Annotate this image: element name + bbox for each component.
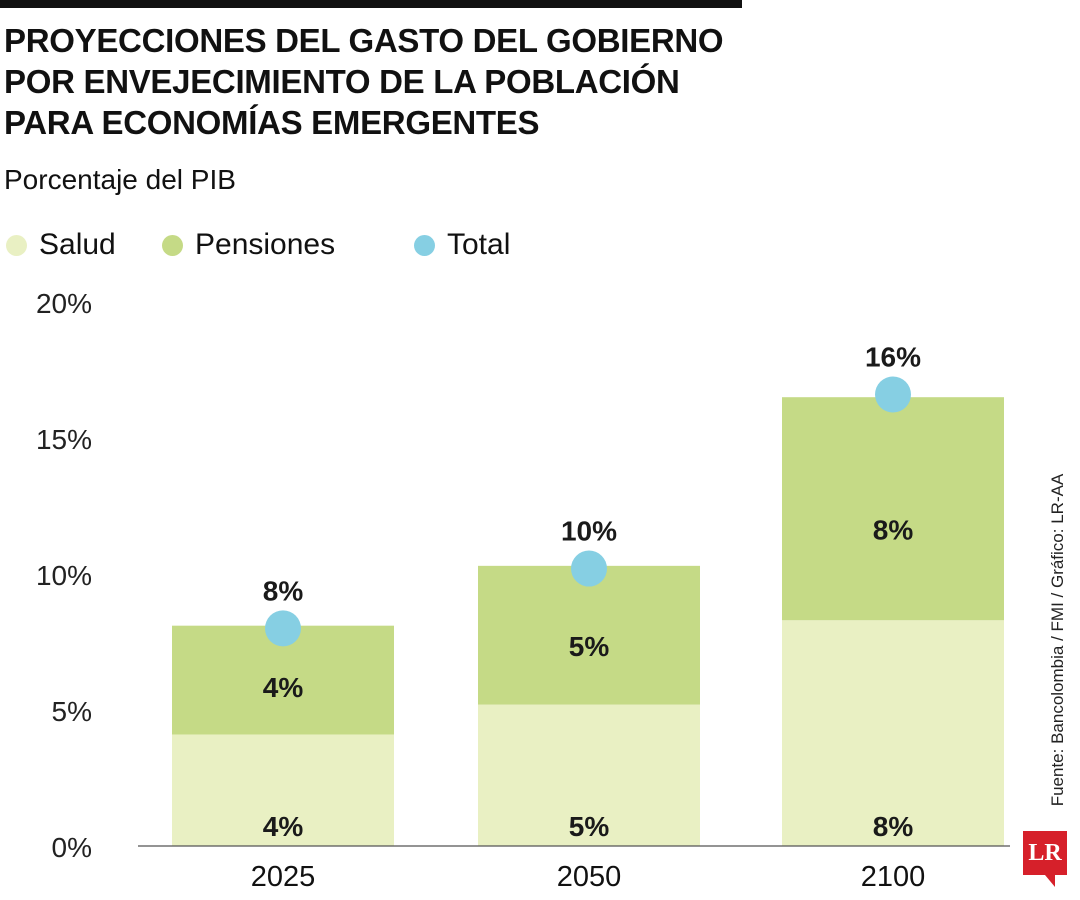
bar-salud-2050	[478, 704, 700, 846]
legend-item-pensiones: Pensiones	[162, 226, 335, 264]
data-label-pensiones-2100: 8%	[873, 514, 914, 545]
bar-pensiones-2050	[478, 565, 700, 705]
data-label-salud-2025: 4%	[263, 811, 304, 842]
lr-logo: LR	[1023, 831, 1067, 875]
legend-swatch-salud	[6, 234, 27, 256]
data-label-pensiones-2025: 4%	[263, 672, 304, 703]
legend-item-salud: Salud	[6, 226, 116, 264]
y-tick-label-4: 20%	[36, 288, 92, 319]
legend-swatch-total	[414, 234, 435, 256]
legend-label-total: Total	[447, 228, 511, 261]
lr-logo-tail	[1045, 875, 1055, 887]
data-label-salud-2050: 5%	[569, 811, 610, 842]
y-tick-label-2: 10%	[36, 560, 92, 591]
chart-subtitle: Porcentaje del PIB	[4, 164, 236, 195]
bar-salud-2100	[782, 620, 1004, 846]
x-tick-label-2100: 2100	[861, 861, 926, 893]
total-point-2100	[875, 376, 911, 413]
y-tick-label-1: 5%	[52, 696, 92, 727]
chart-title-line-2: POR ENVEJECIMIENTO DE LA POBLACIÓN	[4, 63, 680, 100]
top-rule	[0, 0, 742, 8]
y-tick-label-3: 15%	[36, 424, 92, 455]
bar-pensiones-2100	[782, 397, 1004, 621]
bar-salud-2025	[172, 734, 394, 846]
total-point-2050	[571, 550, 607, 587]
legend-label-salud: Salud	[39, 228, 116, 261]
total-point-2025	[265, 610, 301, 647]
legend-item-total: Total	[414, 226, 510, 264]
source-note: Fuente: Bancolombia / FMI / Gráfico: LR-…	[1048, 473, 1067, 807]
total-label-2025: 8%	[263, 575, 304, 606]
chart-title-line-3: PARA ECONOMÍAS EMERGENTES	[4, 104, 540, 141]
data-label-pensiones-2050: 5%	[569, 631, 610, 662]
y-tick-label-0: 0%	[52, 832, 92, 863]
total-label-2100: 16%	[865, 341, 921, 372]
x-tick-label-2025: 2025	[251, 861, 316, 893]
data-label-salud-2100: 8%	[873, 811, 914, 842]
legend-swatch-pensiones	[162, 234, 183, 256]
x-tick-label-2050: 2050	[557, 861, 622, 893]
total-label-2050: 10%	[561, 516, 617, 547]
chart-title: PROYECCIONES DEL GASTO DEL GOBIERNO POR …	[4, 20, 764, 143]
legend-label-pensiones: Pensiones	[195, 228, 336, 261]
chart-title-line-1: PROYECCIONES DEL GASTO DEL GOBIERNO	[4, 22, 724, 59]
